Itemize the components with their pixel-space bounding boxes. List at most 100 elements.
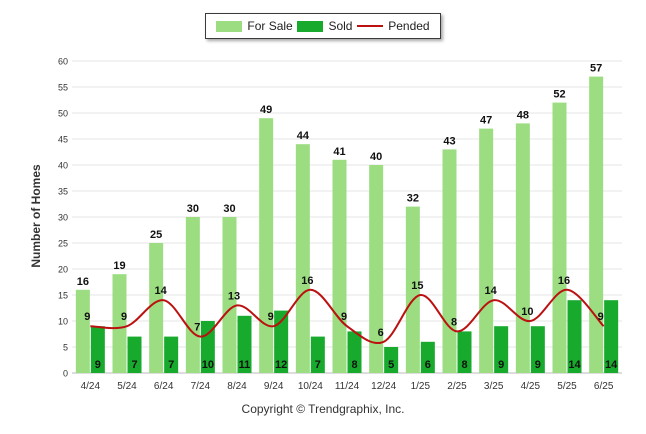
- x-tick-label: 11/24: [335, 381, 360, 392]
- data-label-for-sale: 47: [480, 115, 492, 127]
- x-tick-label: 2/25: [447, 381, 467, 392]
- data-label-for-sale: 44: [297, 130, 310, 142]
- data-label-for-sale: 49: [260, 104, 272, 116]
- data-label-for-sale: 30: [187, 203, 199, 215]
- bar-sold[interactable]: [384, 347, 399, 373]
- y-tick-label: 50: [58, 109, 68, 119]
- legend: For Sale Sold Pended: [205, 13, 441, 39]
- bar-sold[interactable]: [567, 300, 582, 373]
- y-tick-label: 10: [58, 317, 68, 327]
- data-label-sold: 7: [168, 359, 174, 371]
- data-label-pended: 7: [194, 322, 200, 334]
- bar-for-sale[interactable]: [185, 217, 200, 373]
- data-label-pended: 9: [598, 311, 604, 323]
- data-label-sold: 5: [388, 359, 394, 371]
- data-label-for-sale: 40: [370, 151, 382, 163]
- data-label-for-sale: 30: [223, 203, 235, 215]
- x-tick-label: 6/25: [594, 381, 614, 392]
- data-label-for-sale: 41: [333, 146, 345, 158]
- bar-sold[interactable]: [310, 336, 325, 373]
- bar-for-sale[interactable]: [442, 149, 457, 373]
- y-tick-label: 30: [58, 213, 68, 223]
- y-tick-label: 55: [58, 83, 68, 93]
- bar-sold[interactable]: [347, 331, 362, 373]
- data-label-for-sale: 52: [553, 89, 565, 101]
- bar-for-sale[interactable]: [112, 274, 127, 373]
- bar-sold[interactable]: [530, 326, 545, 373]
- y-tick-label: 35: [58, 187, 68, 197]
- legend-item-pended[interactable]: Pended: [357, 19, 430, 33]
- bar-for-sale[interactable]: [369, 165, 384, 373]
- data-label-pended: 6: [378, 327, 384, 339]
- data-label-sold: 7: [131, 359, 137, 371]
- bar-sold[interactable]: [420, 341, 435, 373]
- data-label-pended: 8: [451, 316, 457, 328]
- bar-sold[interactable]: [494, 326, 509, 373]
- bar-for-sale[interactable]: [295, 144, 310, 373]
- bar-for-sale[interactable]: [259, 118, 274, 373]
- y-tick-label: 25: [58, 239, 68, 249]
- data-label-for-sale: 19: [113, 260, 125, 272]
- data-label-pended: 9: [341, 311, 347, 323]
- y-axis-ticks: 0 5 10 15 20 25 30 35 40 45 50 55 60: [58, 57, 68, 379]
- bar-for-sale[interactable]: [222, 217, 237, 373]
- legend-label-sold: Sold: [328, 19, 353, 33]
- bar-sold[interactable]: [274, 310, 289, 373]
- x-tick-label: 12/24: [371, 381, 396, 392]
- data-label-sold: 9: [535, 359, 541, 371]
- y-axis-label: Number of Homes: [29, 164, 43, 268]
- data-label-pended: 14: [485, 285, 498, 297]
- gridlines: [72, 60, 622, 374]
- x-tick-label: 4/24: [81, 381, 101, 392]
- x-tick-label: 5/24: [117, 381, 137, 392]
- data-label-for-sale: 25: [150, 229, 162, 241]
- bar-sold[interactable]: [164, 336, 179, 373]
- data-label-sold: 9: [498, 359, 504, 371]
- bar-sold[interactable]: [127, 336, 142, 373]
- x-tick-label: 10/24: [298, 381, 323, 392]
- data-label-pended: 15: [411, 280, 423, 292]
- legend-swatch-sold: [297, 20, 324, 32]
- data-label-sold: 14: [605, 359, 618, 371]
- bar-sold[interactable]: [200, 321, 215, 373]
- data-label-pended: 13: [228, 290, 240, 302]
- data-label-for-sale: 43: [443, 135, 455, 147]
- data-label-sold: 7: [315, 359, 321, 371]
- x-tick-label: 5/25: [557, 381, 577, 392]
- data-label-for-sale: 48: [517, 109, 529, 121]
- pended-line-layer: [90, 288, 605, 344]
- data-label-pended: 16: [558, 275, 570, 287]
- bar-sold[interactable]: [237, 315, 252, 373]
- bar-sold[interactable]: [90, 326, 105, 373]
- bar-for-sale[interactable]: [515, 123, 530, 374]
- data-label-pended: 14: [155, 285, 168, 297]
- data-label-for-sale: 16: [77, 276, 89, 288]
- pended-line[interactable]: [90, 288, 605, 344]
- legend-swatch-for-sale: [216, 20, 243, 32]
- bar-for-sale[interactable]: [552, 102, 567, 373]
- data-label-pended: 9: [268, 311, 274, 323]
- y-tick-label: 5: [63, 343, 68, 353]
- bar-for-sale[interactable]: [149, 243, 164, 373]
- bar-sold[interactable]: [604, 300, 619, 373]
- bar-for-sale[interactable]: [75, 289, 90, 373]
- bar-for-sale[interactable]: [479, 128, 494, 373]
- x-tick-label: 8/24: [227, 381, 247, 392]
- data-label-pended: 9: [84, 311, 90, 323]
- legend-item-for-sale[interactable]: For Sale: [216, 19, 293, 33]
- bar-for-sale[interactable]: [405, 206, 420, 373]
- copyright-text: Copyright © Trendgraphix, Inc.: [241, 402, 405, 416]
- data-label-sold: 8: [461, 359, 467, 371]
- data-label-sold: 14: [568, 359, 581, 371]
- bars: [75, 76, 619, 374]
- x-tick-label: 9/24: [264, 381, 284, 392]
- bar-for-sale[interactable]: [332, 159, 347, 373]
- legend-item-sold[interactable]: Sold: [297, 19, 352, 33]
- data-label-pended: 16: [301, 275, 313, 287]
- bar-for-sale[interactable]: [589, 76, 604, 373]
- x-tick-label: 3/25: [484, 381, 504, 392]
- bar-sold[interactable]: [457, 331, 472, 373]
- x-axis-ticks: 4/24 5/24 6/24 7/24 8/24 9/24 10/24 11/24 12/24 1…: [81, 381, 614, 392]
